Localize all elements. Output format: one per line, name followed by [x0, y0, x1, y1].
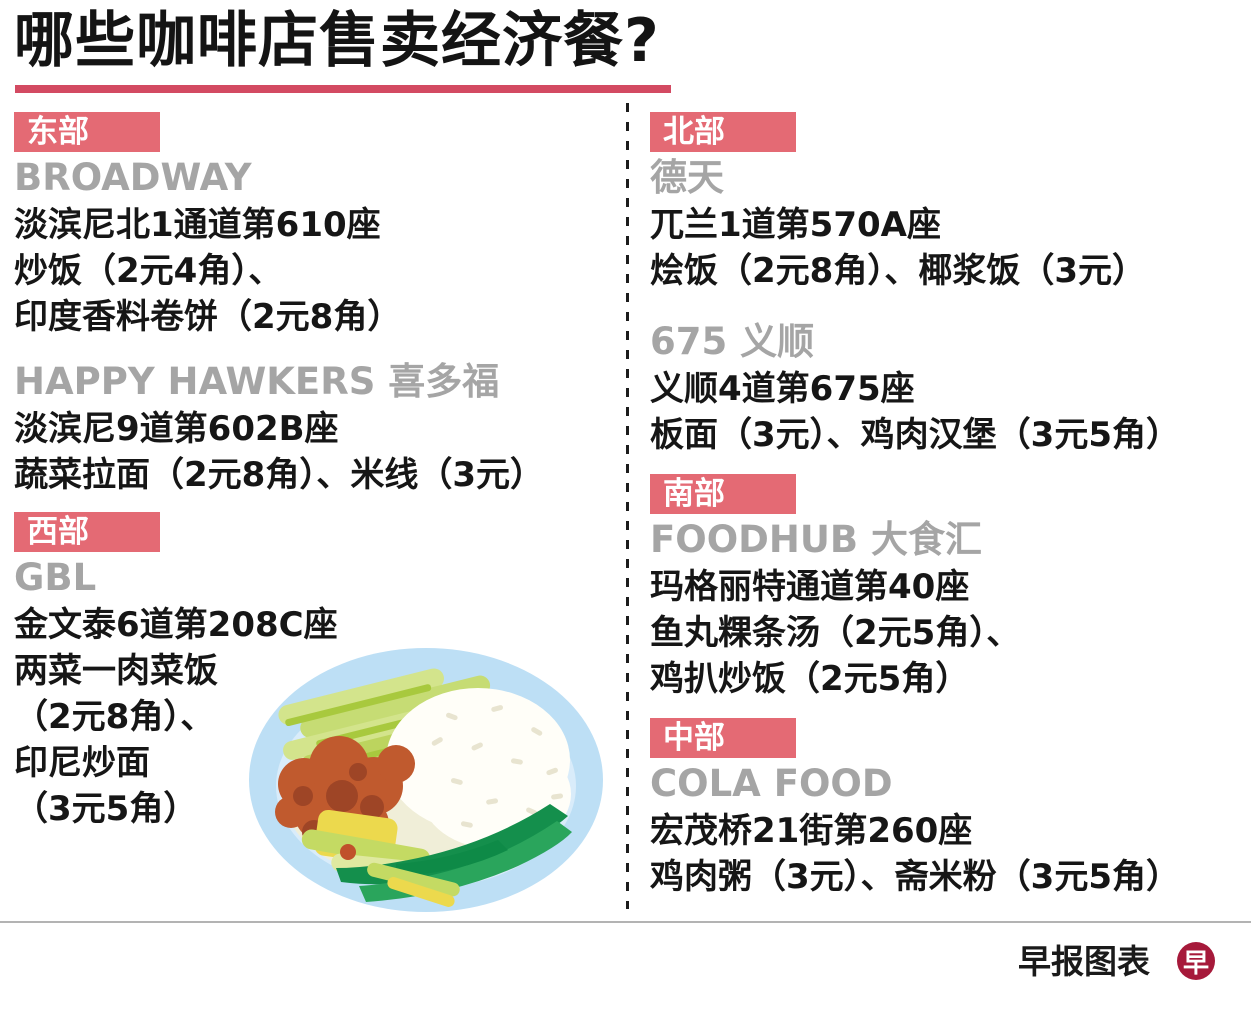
dish-price-line: 炒饭（2元4角）、	[14, 251, 283, 291]
shop-name-cola-food: COLA FOOD	[650, 762, 893, 805]
shop-details: 宏茂桥21街第260座 鸡肉粥（3元）、斋米粉（3元5角）	[650, 808, 1245, 900]
shop-details: 淡滨尼9道第602B座 蔬菜拉面（2元8角）、米线（3元）	[14, 406, 614, 498]
footer-divider-line	[0, 921, 1251, 923]
dish-price-line: 鱼丸粿条汤（2元5角）、	[650, 613, 1021, 653]
shop-address: 义顺4道第675座	[650, 369, 915, 409]
shop-name-675-yishun: 675 义顺	[650, 320, 815, 363]
title-underline	[15, 85, 671, 93]
column-divider-dashed-line	[626, 103, 629, 909]
dish-price-line: 印度香料卷饼（2元8角）	[14, 297, 402, 337]
shop-address: 淡滨尼北1通道第610座	[14, 205, 381, 245]
dish-price-line: 板面（3元）、鸡肉汉堡（3元5角）	[650, 415, 1180, 455]
region-badge-south: 南部	[650, 474, 796, 514]
right-column: 北部 德天 兀兰1道第570A座 烩饭（2元8角）、椰浆饭（3元） 675 义顺…	[650, 105, 1245, 900]
shop-details: 金文泰6道第208C座 两菜一肉菜饭 （2元8角）、 印尼炒面 （3元5角）	[14, 602, 614, 832]
shop-name-broadway: BROADWAY	[14, 156, 252, 199]
region-badge-north: 北部	[650, 112, 796, 152]
dish-price-line: （3元5角）	[14, 789, 198, 829]
dish-price-line: 印尼炒面	[14, 743, 150, 783]
shop-details: 义顺4道第675座 板面（3元）、鸡肉汉堡（3元5角）	[650, 366, 1245, 458]
dish-price-line: 两菜一肉菜饭	[14, 651, 218, 691]
page-title: 哪些咖啡店售卖经济餐?	[14, 6, 660, 76]
region-badge-east: 东部	[14, 112, 160, 152]
shop-address: 淡滨尼9道第602B座	[14, 409, 339, 449]
dish-price-line: 鸡扒炒饭（2元5角）	[650, 659, 970, 699]
shop-address: 玛格丽特通道第40座	[650, 567, 970, 607]
region-badge-west: 西部	[14, 512, 160, 552]
shop-name-foodhub: FOODHUB 大食汇	[650, 518, 982, 561]
shop-address: 宏茂桥21街第260座	[650, 811, 973, 851]
shop-address: 金文泰6道第208C座	[14, 605, 338, 645]
region-badge-central: 中部	[650, 718, 796, 758]
dish-price-line: 烩饭（2元8角）、椰浆饭（3元）	[650, 251, 1146, 291]
shop-name-gbl: GBL	[14, 556, 97, 599]
credit-label: 早报图表	[1018, 942, 1150, 981]
dish-price-line: 蔬菜拉面（2元8角）、米线（3元）	[14, 455, 544, 495]
shop-address: 兀兰1道第570A座	[650, 205, 941, 245]
zaobao-logo-glyph: 早	[1182, 948, 1209, 979]
left-column: 东部 BROADWAY 淡滨尼北1通道第610座 炒饭（2元4角）、 印度香料卷…	[14, 105, 614, 832]
shop-name-de-tian: 德天	[650, 156, 724, 199]
shop-details: 兀兰1道第570A座 烩饭（2元8角）、椰浆饭（3元）	[650, 202, 1245, 294]
shop-details: 淡滨尼北1通道第610座 炒饭（2元4角）、 印度香料卷饼（2元8角）	[14, 202, 614, 340]
shop-name-happy-hawkers: HAPPY HAWKERS 喜多福	[14, 360, 500, 403]
zaobao-logo: 早	[1177, 942, 1215, 980]
dish-price-line: 鸡肉粥（3元）、斋米粉（3元5角）	[650, 857, 1180, 897]
shop-details: 玛格丽特通道第40座 鱼丸粿条汤（2元5角）、 鸡扒炒饭（2元5角）	[650, 564, 1245, 702]
dish-price-line: （2元8角）、	[14, 697, 215, 737]
economic-rice-plate-illustration	[249, 648, 603, 912]
